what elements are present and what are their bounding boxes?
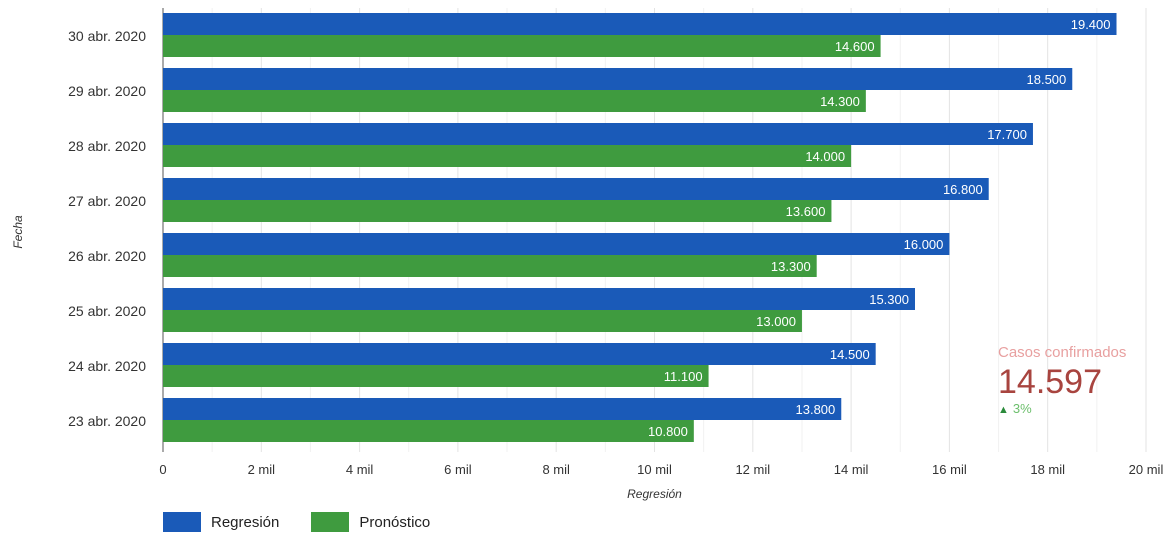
x-tick-label: 16 mil [932,462,967,477]
legend-item-pronostico[interactable]: Pronóstico [311,512,430,532]
data-label-pronostico: 13.600 [786,204,826,219]
data-label-regresion: 19.400 [1071,17,1111,32]
y-tick-label: 28 abr. 2020 [68,138,146,154]
x-tick-label: 14 mil [834,462,869,477]
bar-pronostico [163,420,694,442]
data-label-regresion: 15.300 [869,292,909,307]
legend-label-pronostico: Pronóstico [359,513,431,531]
y-tick-label: 30 abr. 2020 [68,28,146,44]
bar-pronostico [163,145,852,167]
data-label-pronostico: 14.600 [835,39,875,54]
bar-regresion [163,13,1117,35]
x-tick-label: 20 mil [1129,462,1164,477]
x-tick-label: 10 mil [637,462,672,477]
legend-item-regresion[interactable]: Regresión [163,512,279,532]
bar-regresion [163,123,1033,145]
x-tick-label: 4 mil [346,462,374,477]
x-tick-label: 8 mil [542,462,570,477]
y-tick-label: 25 abr. 2020 [68,303,146,319]
y-tick-label: 23 abr. 2020 [68,413,146,429]
data-label-pronostico: 10.800 [648,424,688,439]
x-tick-label: 18 mil [1030,462,1065,477]
bar-regresion [163,398,842,420]
data-label-pronostico: 14.300 [820,94,860,109]
y-axis-title: Fecha [11,215,25,249]
y-tick-label: 24 abr. 2020 [68,358,146,374]
x-tick-label: 6 mil [444,462,472,477]
up-arrow-icon: ▲ [998,404,1009,416]
data-label-regresion: 16.000 [904,237,944,252]
data-label-pronostico: 13.000 [756,314,796,329]
bar-regresion [163,288,915,310]
data-label-pronostico: 13.300 [771,259,811,274]
bar-pronostico [163,35,881,57]
scorecard: Casos confirmados 14.597 ▲ 3% [998,344,1173,416]
data-label-regresion: 13.800 [796,402,836,417]
x-tick-label: 2 mil [248,462,276,477]
scorecard-label: Casos confirmados [998,344,1127,361]
y-tick-label: 27 abr. 2020 [68,193,146,209]
bar-regresion [163,68,1073,90]
bar-pronostico [163,310,802,332]
legend-swatch-pronostico [311,512,350,532]
bar-pronostico [163,365,709,387]
x-tick-label: 12 mil [735,462,770,477]
bar-pronostico [163,200,832,222]
data-label-pronostico: 14.000 [805,149,845,164]
chart-legend: Regresión Pronóstico [163,512,462,532]
x-tick-label: 0 [159,462,166,477]
y-tick-label: 29 abr. 2020 [68,83,146,99]
data-label-regresion: 14.500 [830,347,870,362]
bar-pronostico [163,90,866,112]
scorecard-delta: ▲ 3% [998,401,1173,416]
legend-swatch-regresion [163,512,201,532]
data-label-regresion: 16.800 [943,182,983,197]
data-label-regresion: 17.700 [987,127,1027,142]
bar-pronostico [163,255,817,277]
bar-regresion [163,343,876,365]
data-label-regresion: 18.500 [1027,72,1067,87]
legend-label-regresion: Regresión [211,513,280,531]
bar-regresion [163,178,989,200]
data-label-pronostico: 11.100 [664,369,703,384]
y-tick-label: 26 abr. 2020 [68,248,146,264]
scorecard-value: 14.597 [998,363,1102,401]
bar-regresion [163,233,950,255]
scorecard-delta-value: 3% [1012,401,1032,416]
x-axis-title: Regresión [627,487,682,501]
